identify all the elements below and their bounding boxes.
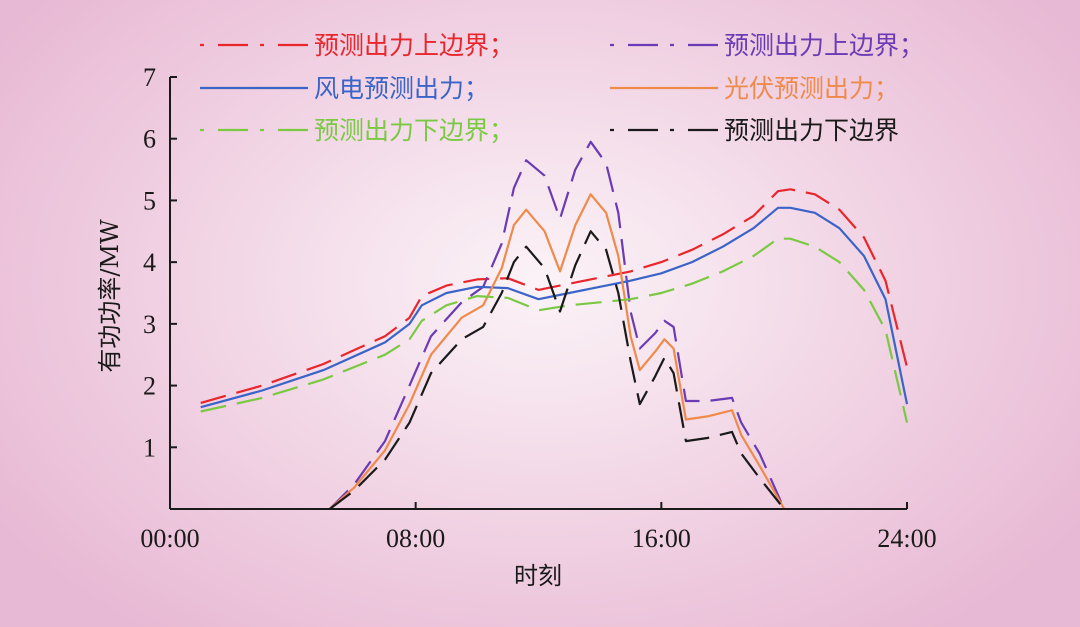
y-tick-label: 2 <box>143 372 156 401</box>
tick-labels: 00:00 08:00 16:00 24:00 1 2 3 4 5 6 7 <box>140 63 936 553</box>
legend-item-3: 风电预测出力； <box>200 74 489 103</box>
y-axis-title: 有功功率/MW <box>96 219 124 373</box>
x-tick-label: 00:00 <box>140 524 199 553</box>
ticks <box>169 76 908 509</box>
legend-label: 预测出力上边界； <box>724 31 924 60</box>
series-line-3 <box>200 206 909 409</box>
y-tick-label: 5 <box>143 186 156 215</box>
series-line-6 <box>329 230 786 510</box>
legend-item-1: 预测出力上边界； <box>200 31 514 60</box>
x-tick-label: 24:00 <box>877 524 936 553</box>
legend-item-4: 光伏预测出力； <box>610 74 899 103</box>
series-line-5 <box>200 237 909 423</box>
axes <box>169 77 907 510</box>
x-tick-label: 16:00 <box>632 524 691 553</box>
y-tick-label: 7 <box>143 63 156 92</box>
legend-label: 光伏预测出力； <box>724 74 899 103</box>
legend-item-5: 预测出力下边界； <box>200 116 514 145</box>
series-line-4 <box>328 193 786 510</box>
legend-label: 预测出力下边界 <box>724 116 899 145</box>
legend-item-2: 预测出力上边界； <box>610 31 924 60</box>
plot-lines <box>200 140 909 510</box>
legend-item-6: 预测出力下边界 <box>610 116 899 145</box>
x-tick-label: 08:00 <box>386 524 445 553</box>
legend: 预测出力上边界； 预测出力上边界； 风电预测出力； 光伏预测出力； 预测出力下边界； 预测… <box>200 31 924 145</box>
series-line-2 <box>328 140 786 510</box>
legend-label: 预测出力下边界； <box>314 116 514 145</box>
y-tick-label: 3 <box>143 310 156 339</box>
y-tick-label: 6 <box>143 125 156 154</box>
x-axis-title: 时刻 <box>514 562 562 590</box>
series-line-1 <box>200 188 909 404</box>
y-tick-label: 1 <box>143 433 156 462</box>
legend-label: 风电预测出力； <box>314 74 489 103</box>
y-tick-label: 4 <box>143 248 156 277</box>
legend-label: 预测出力上边界； <box>314 31 514 60</box>
